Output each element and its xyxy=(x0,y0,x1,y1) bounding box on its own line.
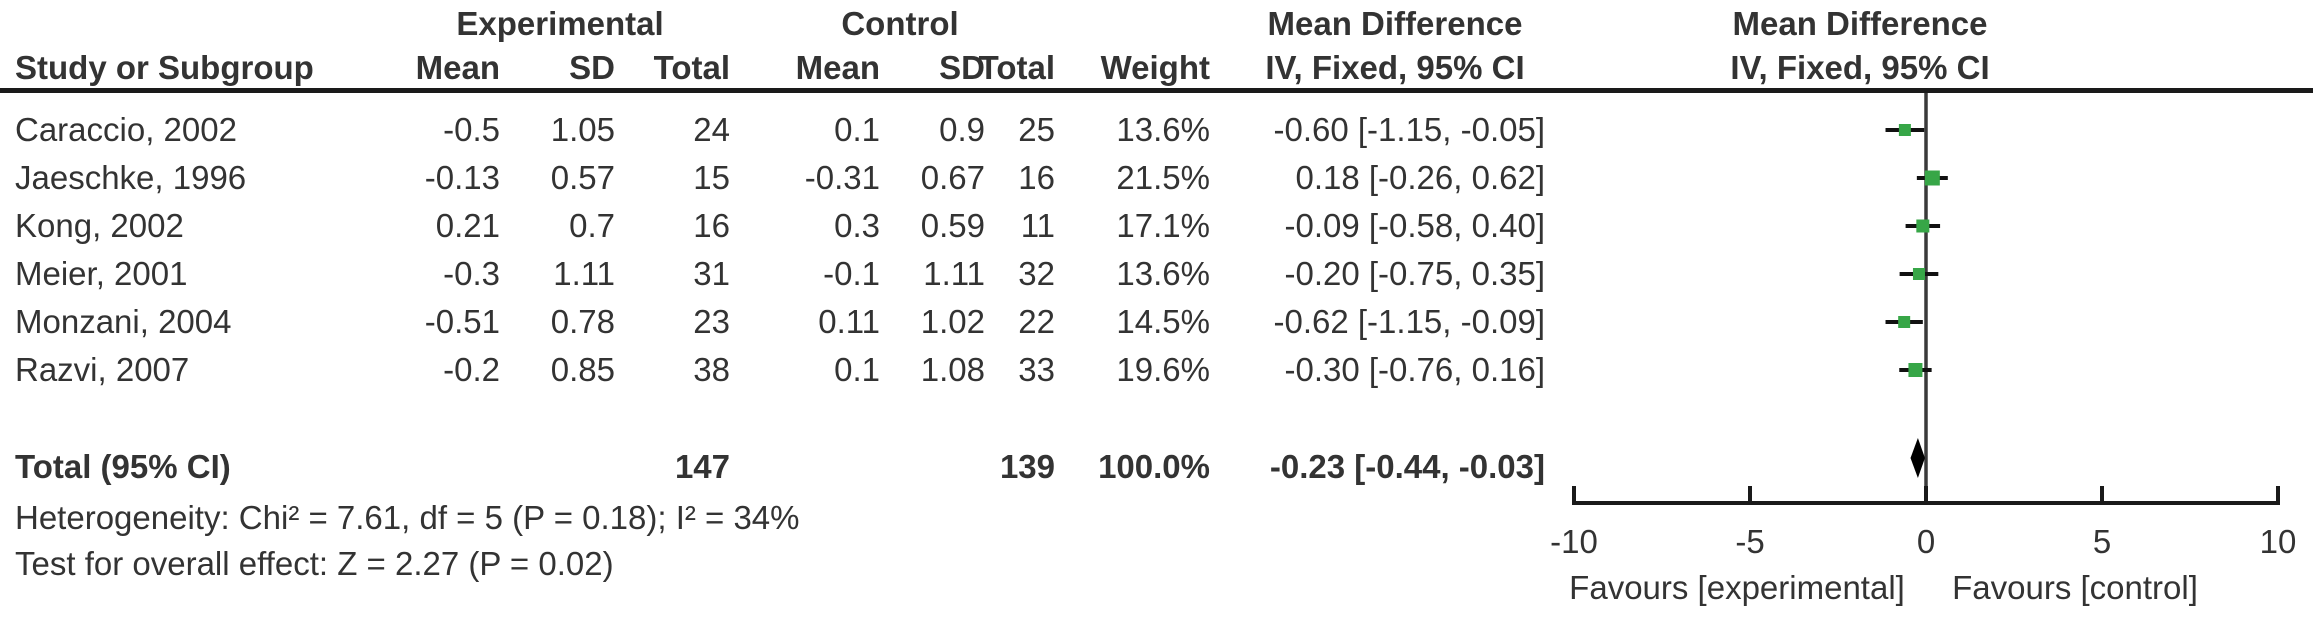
study-ctrl-sd: 1.08 xyxy=(920,351,985,388)
study-ctrl-total: 22 xyxy=(1018,303,1055,340)
study-ci-text: 0.18 [-0.26, 0.62] xyxy=(1295,159,1545,196)
effect-marker xyxy=(1912,268,1925,280)
study-ctrl-sd: 0.9 xyxy=(939,111,985,148)
study-ctrl-total: 16 xyxy=(1018,159,1055,196)
study-exp-total: 15 xyxy=(693,159,730,196)
study-ctrl-sd: 0.67 xyxy=(920,159,985,196)
study-ci-text: -0.09 [-0.58, 0.40] xyxy=(1284,207,1545,244)
study-exp-sd: 1.05 xyxy=(550,111,615,148)
study-exp-mean: -0.5 xyxy=(443,111,500,148)
study-exp-mean: 0.21 xyxy=(435,207,500,244)
axis-tick-label: 0 xyxy=(1916,523,1936,560)
axis-tick-label: -5 xyxy=(1735,523,1765,560)
study-weight: 17.1% xyxy=(1116,207,1210,244)
study-name: Kong, 2002 xyxy=(15,207,184,244)
total-row-label: Total (95% CI) xyxy=(15,448,231,485)
column-header-mean-difference-right: Mean Difference xyxy=(1732,5,1988,42)
total-weight: 100.0% xyxy=(1098,448,1210,485)
axis-tick-label: 5 xyxy=(2092,523,2112,560)
header-divider xyxy=(0,88,2313,93)
effect-marker xyxy=(1908,363,1923,377)
study-exp-total: 31 xyxy=(693,255,730,292)
effect-marker xyxy=(1898,124,1911,136)
study-ctrl-total: 11 xyxy=(1020,207,1055,244)
study-exp-sd: 0.57 xyxy=(550,159,615,196)
study-ctrl-mean: 0.1 xyxy=(834,351,880,388)
effect-marker xyxy=(1916,219,1930,233)
total-diamond xyxy=(1910,438,1925,478)
study-name: Jaeschke, 1996 xyxy=(15,159,247,196)
column-header-study: Study or Subgroup xyxy=(15,49,314,86)
effect-marker xyxy=(1924,170,1940,186)
column-header-weight: Weight xyxy=(1100,49,1210,86)
column-header-exp-mean: Mean xyxy=(415,49,500,86)
study-exp-sd: 0.85 xyxy=(550,351,615,388)
favours-experimental-label: Favours [experimental] xyxy=(1569,569,1905,606)
column-header-iv-left: IV, Fixed, 95% CI xyxy=(1265,49,1525,86)
study-exp-total: 16 xyxy=(693,207,730,244)
column-header-iv-right: IV, Fixed, 95% CI xyxy=(1730,49,1990,86)
study-ctrl-mean: 0.3 xyxy=(834,207,880,244)
study-exp-total: 24 xyxy=(693,111,730,148)
total-ctrl-total: 139 xyxy=(999,448,1055,485)
study-ctrl-mean: -0.1 xyxy=(823,255,880,292)
study-ctrl-mean: -0.31 xyxy=(804,159,880,196)
study-weight: 21.5% xyxy=(1116,159,1210,196)
study-ctrl-total: 32 xyxy=(1018,255,1055,292)
study-weight: 13.6% xyxy=(1116,255,1210,292)
study-ctrl-sd: 1.02 xyxy=(920,303,985,340)
column-header-ctrl-sd: SD xyxy=(939,49,985,86)
study-exp-sd: 0.7 xyxy=(569,207,615,244)
axis-tick-label: -10 xyxy=(1550,523,1598,560)
study-ctrl-mean: 0.1 xyxy=(834,111,880,148)
study-ctrl-sd: 1.11 xyxy=(923,255,985,292)
study-ci-text: -0.62 [-1.15, -0.09] xyxy=(1273,303,1546,340)
heterogeneity-stat: Heterogeneity: Chi² = 7.61, df = 5 (P = … xyxy=(15,499,800,536)
study-ctrl-total: 25 xyxy=(1018,111,1055,148)
column-header-exp-total: Total xyxy=(653,49,730,86)
study-weight: 13.6% xyxy=(1116,111,1210,148)
study-weight: 19.6% xyxy=(1116,351,1210,388)
study-ctrl-sd: 0.59 xyxy=(920,207,985,244)
column-header-mean-difference-left: Mean Difference xyxy=(1267,5,1523,42)
study-exp-total: 38 xyxy=(693,351,730,388)
study-name: Monzani, 2004 xyxy=(15,303,232,340)
study-ci-text: -0.60 [-1.15, -0.05] xyxy=(1273,111,1546,148)
total-ci-text: -0.23 [-0.44, -0.03] xyxy=(1269,448,1545,485)
study-exp-sd: 0.78 xyxy=(550,303,615,340)
study-ci-text: -0.20 [-0.75, 0.35] xyxy=(1284,255,1545,292)
favours-control-label: Favours [control] xyxy=(1952,569,2198,606)
column-header-exp-sd: SD xyxy=(569,49,615,86)
study-name: Razvi, 2007 xyxy=(15,351,190,388)
study-name: Caraccio, 2002 xyxy=(15,111,237,148)
study-name: Meier, 2001 xyxy=(15,255,188,292)
overall-effect-stat: Test for overall effect: Z = 2.27 (P = 0… xyxy=(15,545,614,582)
group-header-control: Control xyxy=(841,5,959,42)
total-exp-total: 147 xyxy=(674,448,730,485)
effect-marker xyxy=(1898,316,1911,328)
group-header-experimental: Experimental xyxy=(456,5,664,42)
study-exp-mean: -0.2 xyxy=(443,351,500,388)
study-exp-mean: -0.51 xyxy=(424,303,500,340)
study-exp-mean: -0.3 xyxy=(443,255,500,292)
study-exp-sd: 1.11 xyxy=(553,255,615,292)
study-ctrl-total: 33 xyxy=(1018,351,1055,388)
column-header-ctrl-mean: Mean xyxy=(795,49,880,86)
study-weight: 14.5% xyxy=(1116,303,1210,340)
study-ctrl-mean: 0.11 xyxy=(818,303,880,340)
axis-tick-label: 10 xyxy=(2259,523,2297,560)
column-header-ctrl-total: Total xyxy=(978,49,1055,86)
study-exp-mean: -0.13 xyxy=(424,159,500,196)
study-exp-total: 23 xyxy=(693,303,730,340)
study-ci-text: -0.30 [-0.76, 0.16] xyxy=(1284,351,1545,388)
